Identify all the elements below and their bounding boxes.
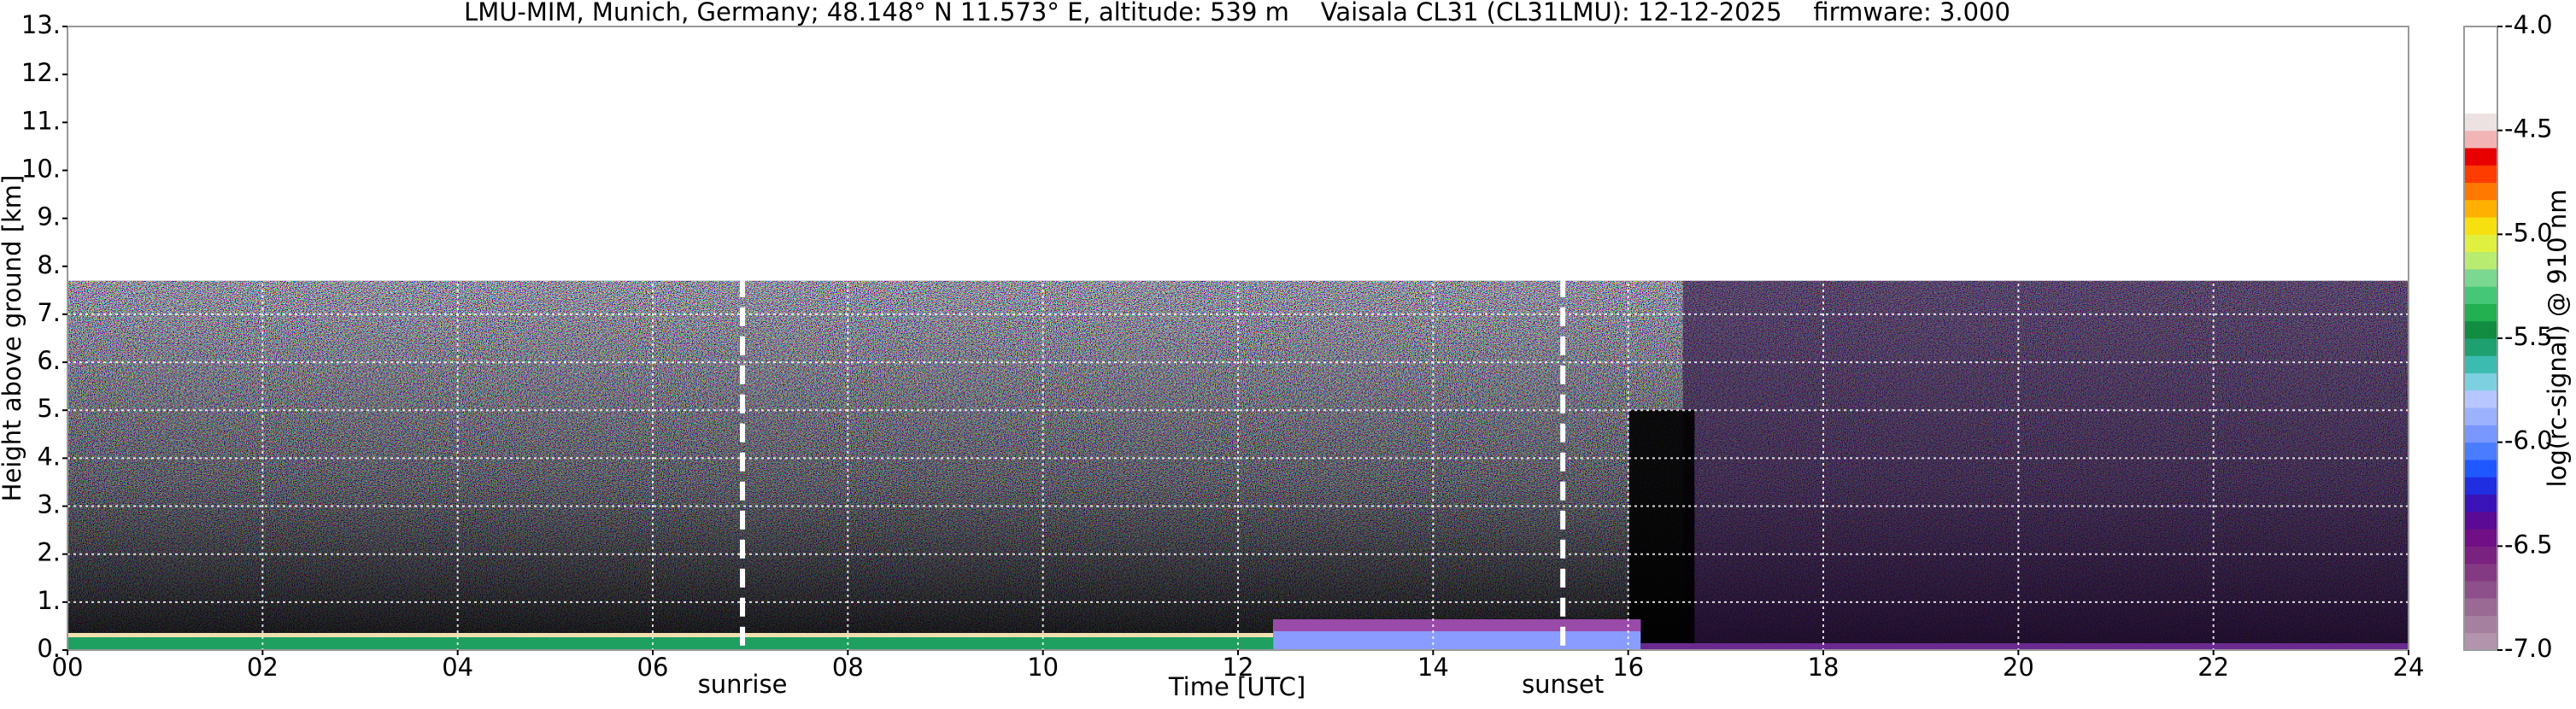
y-tick-label: 9. [37, 202, 61, 231]
x-tick-label: 10 [1027, 653, 1059, 682]
colorbar-band [2464, 598, 2497, 616]
colorbar-tick-label: -5.0 [2504, 218, 2553, 247]
colorbar-band [2464, 632, 2497, 651]
colorbar-band [2464, 580, 2497, 599]
colorbar-tick-label: -6.0 [2504, 426, 2553, 455]
y-tick-label: 13. [21, 10, 61, 39]
chart-title: LMU-MIM, Munich, Germany; 48.148° N 11.5… [464, 0, 2010, 26]
y-tick-label: 4. [37, 442, 61, 471]
colorbar-band [2464, 130, 2497, 149]
x-tick-label: 18 [1808, 653, 1840, 682]
sun-marker-label: sunrise [698, 670, 788, 699]
field-tint [1682, 280, 2409, 650]
x-tick-label: 14 [1417, 653, 1449, 682]
colorbar-band [2464, 390, 2497, 408]
y-tick-label: 8. [37, 250, 61, 279]
colorbar-band [2464, 147, 2497, 166]
colorbar-band [2464, 199, 2497, 218]
x-tick-label: 02 [247, 653, 279, 682]
x-tick-label: 00 [52, 653, 84, 682]
colorbar-band [2464, 286, 2497, 304]
y-tick-label: 5. [37, 394, 61, 423]
colorbar-band [2464, 459, 2497, 478]
surface-layer [1640, 643, 2409, 650]
colorbar-band [2464, 338, 2497, 356]
colorbar-band [2464, 61, 2497, 79]
x-tick-label: 20 [2003, 653, 2034, 682]
colorbar-band [2464, 96, 2497, 114]
colorbar-band [2464, 234, 2497, 253]
field-dark-band [1628, 410, 1695, 650]
colorbar-band [2464, 113, 2497, 132]
x-tick-label: 08 [832, 653, 864, 682]
colorbar-band [2464, 615, 2497, 634]
colorbar-band [2464, 494, 2497, 513]
sun-marker-label: sunset [1522, 670, 1604, 699]
colorbar-tick-label: -4.5 [2504, 114, 2553, 144]
colorbar-band [2464, 407, 2497, 425]
y-tick-label: 0. [37, 634, 61, 663]
x-axis-label: Time [UTC] [1168, 672, 1306, 701]
colorbar-label: log(rc-signal) @ 910 nm [2543, 190, 2572, 488]
y-tick-label: 7. [37, 298, 61, 327]
colorbar-tick-label: -5.5 [2504, 322, 2553, 351]
colorbar-band [2464, 26, 2497, 44]
colorbar-band [2464, 477, 2497, 495]
colorbar-band [2464, 165, 2497, 183]
colorbar-band [2464, 563, 2497, 582]
colorbar-tick-label: -6.5 [2504, 530, 2553, 559]
x-tick-label: 04 [442, 653, 473, 682]
colorbar-band [2464, 44, 2497, 62]
surface-layer [67, 636, 1274, 650]
colorbar-band [2464, 425, 2497, 443]
colorbar-band [2464, 372, 2497, 391]
colorbar-band [2464, 546, 2497, 565]
surface-layer-edge [67, 633, 1274, 637]
y-tick-label: 1. [37, 586, 61, 615]
y-axis-label: Height above ground [km] [0, 175, 26, 502]
colorbar-band [2464, 78, 2497, 97]
x-tick-label: 12 [1223, 653, 1254, 682]
x-tick-label: 22 [2198, 653, 2229, 682]
colorbar-tick-label: -7.0 [2504, 634, 2553, 663]
colorbar-band [2464, 303, 2497, 322]
colorbar-band [2464, 355, 2497, 374]
y-tick-label: 6. [37, 346, 61, 375]
x-tick-label: 24 [2393, 653, 2425, 682]
x-tick-label: 06 [637, 653, 669, 682]
colorbar-band [2464, 529, 2497, 547]
colorbar-tick-label: -4.0 [2504, 10, 2553, 39]
y-tick-label: 11. [21, 106, 61, 135]
colorbar-band [2464, 511, 2497, 530]
colorbar-band [2464, 217, 2497, 235]
y-tick-label: 3. [37, 490, 61, 519]
y-tick-label: 12. [21, 58, 61, 87]
y-tick-label: 2. [37, 538, 61, 567]
colorbar-band [2464, 442, 2497, 460]
colorbar-band [2464, 320, 2497, 339]
x-tick-label: 16 [1612, 653, 1644, 682]
colorbar-band [2464, 182, 2497, 201]
surface-layer-top [1273, 619, 1641, 631]
colorbar-band [2464, 268, 2497, 287]
colorbar-band [2464, 251, 2497, 270]
y-tick-label: 10. [21, 154, 61, 183]
